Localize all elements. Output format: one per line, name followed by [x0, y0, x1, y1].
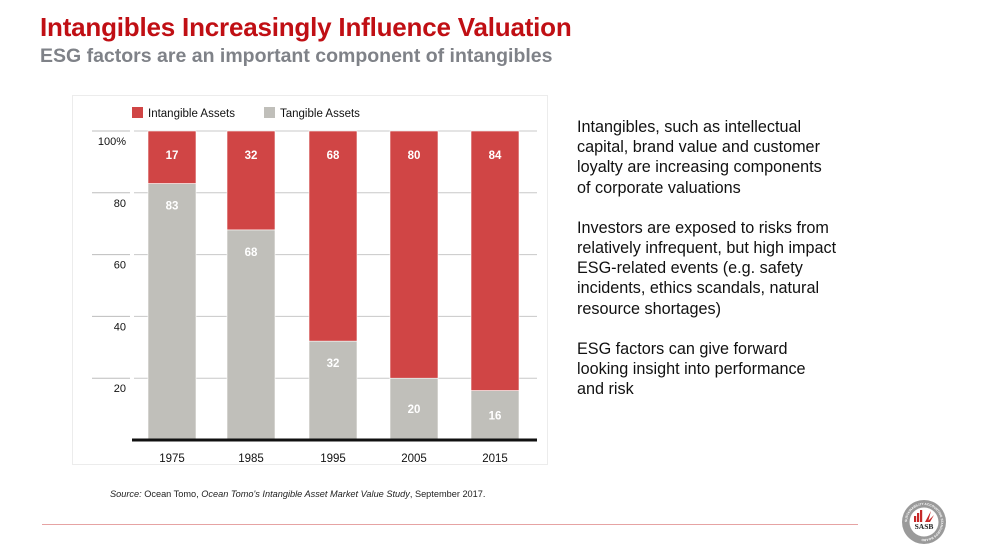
bar-segment-intangible-assets	[389, 130, 439, 379]
y-axis-ticks: 20 40 60 80 100%	[98, 136, 126, 395]
footer-divider	[42, 524, 858, 525]
legend: Intangible Assets Tangible Assets	[132, 107, 360, 120]
bar-segment-intangible-assets	[470, 130, 520, 391]
x-axis-ticks: 1975 1985 1995 2005 2015	[159, 453, 508, 465]
bar-segment-tangible-assets	[308, 340, 358, 441]
data-label: 80	[408, 150, 421, 162]
bar-segment-intangible-assets	[308, 130, 358, 342]
slide-title: Intangibles Increasingly Influence Valua…	[40, 12, 572, 42]
bars	[147, 130, 520, 441]
data-label: 20	[408, 404, 421, 416]
bar-segment-tangible-assets	[226, 229, 276, 441]
bar-segment-tangible-assets	[470, 390, 520, 441]
bar-segment-intangible-assets	[226, 130, 276, 231]
data-label: 84	[489, 150, 502, 162]
logo-text: SASB	[915, 522, 934, 531]
y-tick-label: 60	[114, 260, 126, 272]
y-tick-label: 20	[114, 383, 126, 395]
x-tick-label: 1995	[320, 453, 346, 465]
bar-segment-intangible-assets	[147, 130, 197, 184]
legend-label: Intangible Assets	[148, 108, 235, 120]
x-tick-label: 2015	[482, 453, 508, 465]
y-tick-label: 40	[114, 321, 126, 333]
bar-segment-tangible-assets	[389, 377, 439, 441]
bar-segment-tangible-assets	[147, 183, 197, 441]
bullet-item: Investors are exposed to risks from rela…	[577, 218, 837, 318]
data-label: 83	[166, 201, 179, 213]
bullet-list: Intangibles, such as intellectual capita…	[577, 117, 837, 419]
bullet-item: ESG factors can give forward looking ins…	[577, 339, 806, 399]
sasb-logo: SUSTAINABILITY ACCOUNTING STANDARDS BOAR…	[902, 500, 946, 544]
slide-subtitle: ESG factors are an important component o…	[40, 45, 553, 67]
data-labels: 83 17 68 32 32 68 20 80 16 84	[166, 150, 502, 422]
source-org: Ocean Tomo,	[141, 489, 202, 499]
data-label: 16	[489, 410, 502, 422]
data-label: 68	[327, 150, 340, 162]
source-label: Source:	[110, 489, 142, 499]
data-label: 32	[327, 358, 340, 370]
data-label: 17	[166, 150, 179, 162]
source-citation: Source: Ocean Tomo, Ocean Tomo's Intangi…	[110, 489, 485, 499]
data-label: 32	[245, 150, 258, 162]
x-tick-label: 2005	[401, 453, 427, 465]
legend-label: Tangible Assets	[280, 108, 360, 120]
legend-swatch	[264, 107, 275, 118]
source-study: Ocean Tomo's Intangible Asset Market Val…	[201, 489, 410, 499]
y-tick-label: 80	[114, 198, 126, 210]
legend-swatch	[132, 107, 143, 118]
x-tick-label: 1975	[159, 453, 185, 465]
y-tick-label: 100%	[98, 136, 126, 148]
x-tick-label: 1985	[238, 453, 264, 465]
bullet-item: Intangibles, such as intellectual capita…	[577, 118, 822, 197]
data-label: 68	[245, 247, 258, 259]
source-date: , September 2017.	[409, 489, 486, 499]
